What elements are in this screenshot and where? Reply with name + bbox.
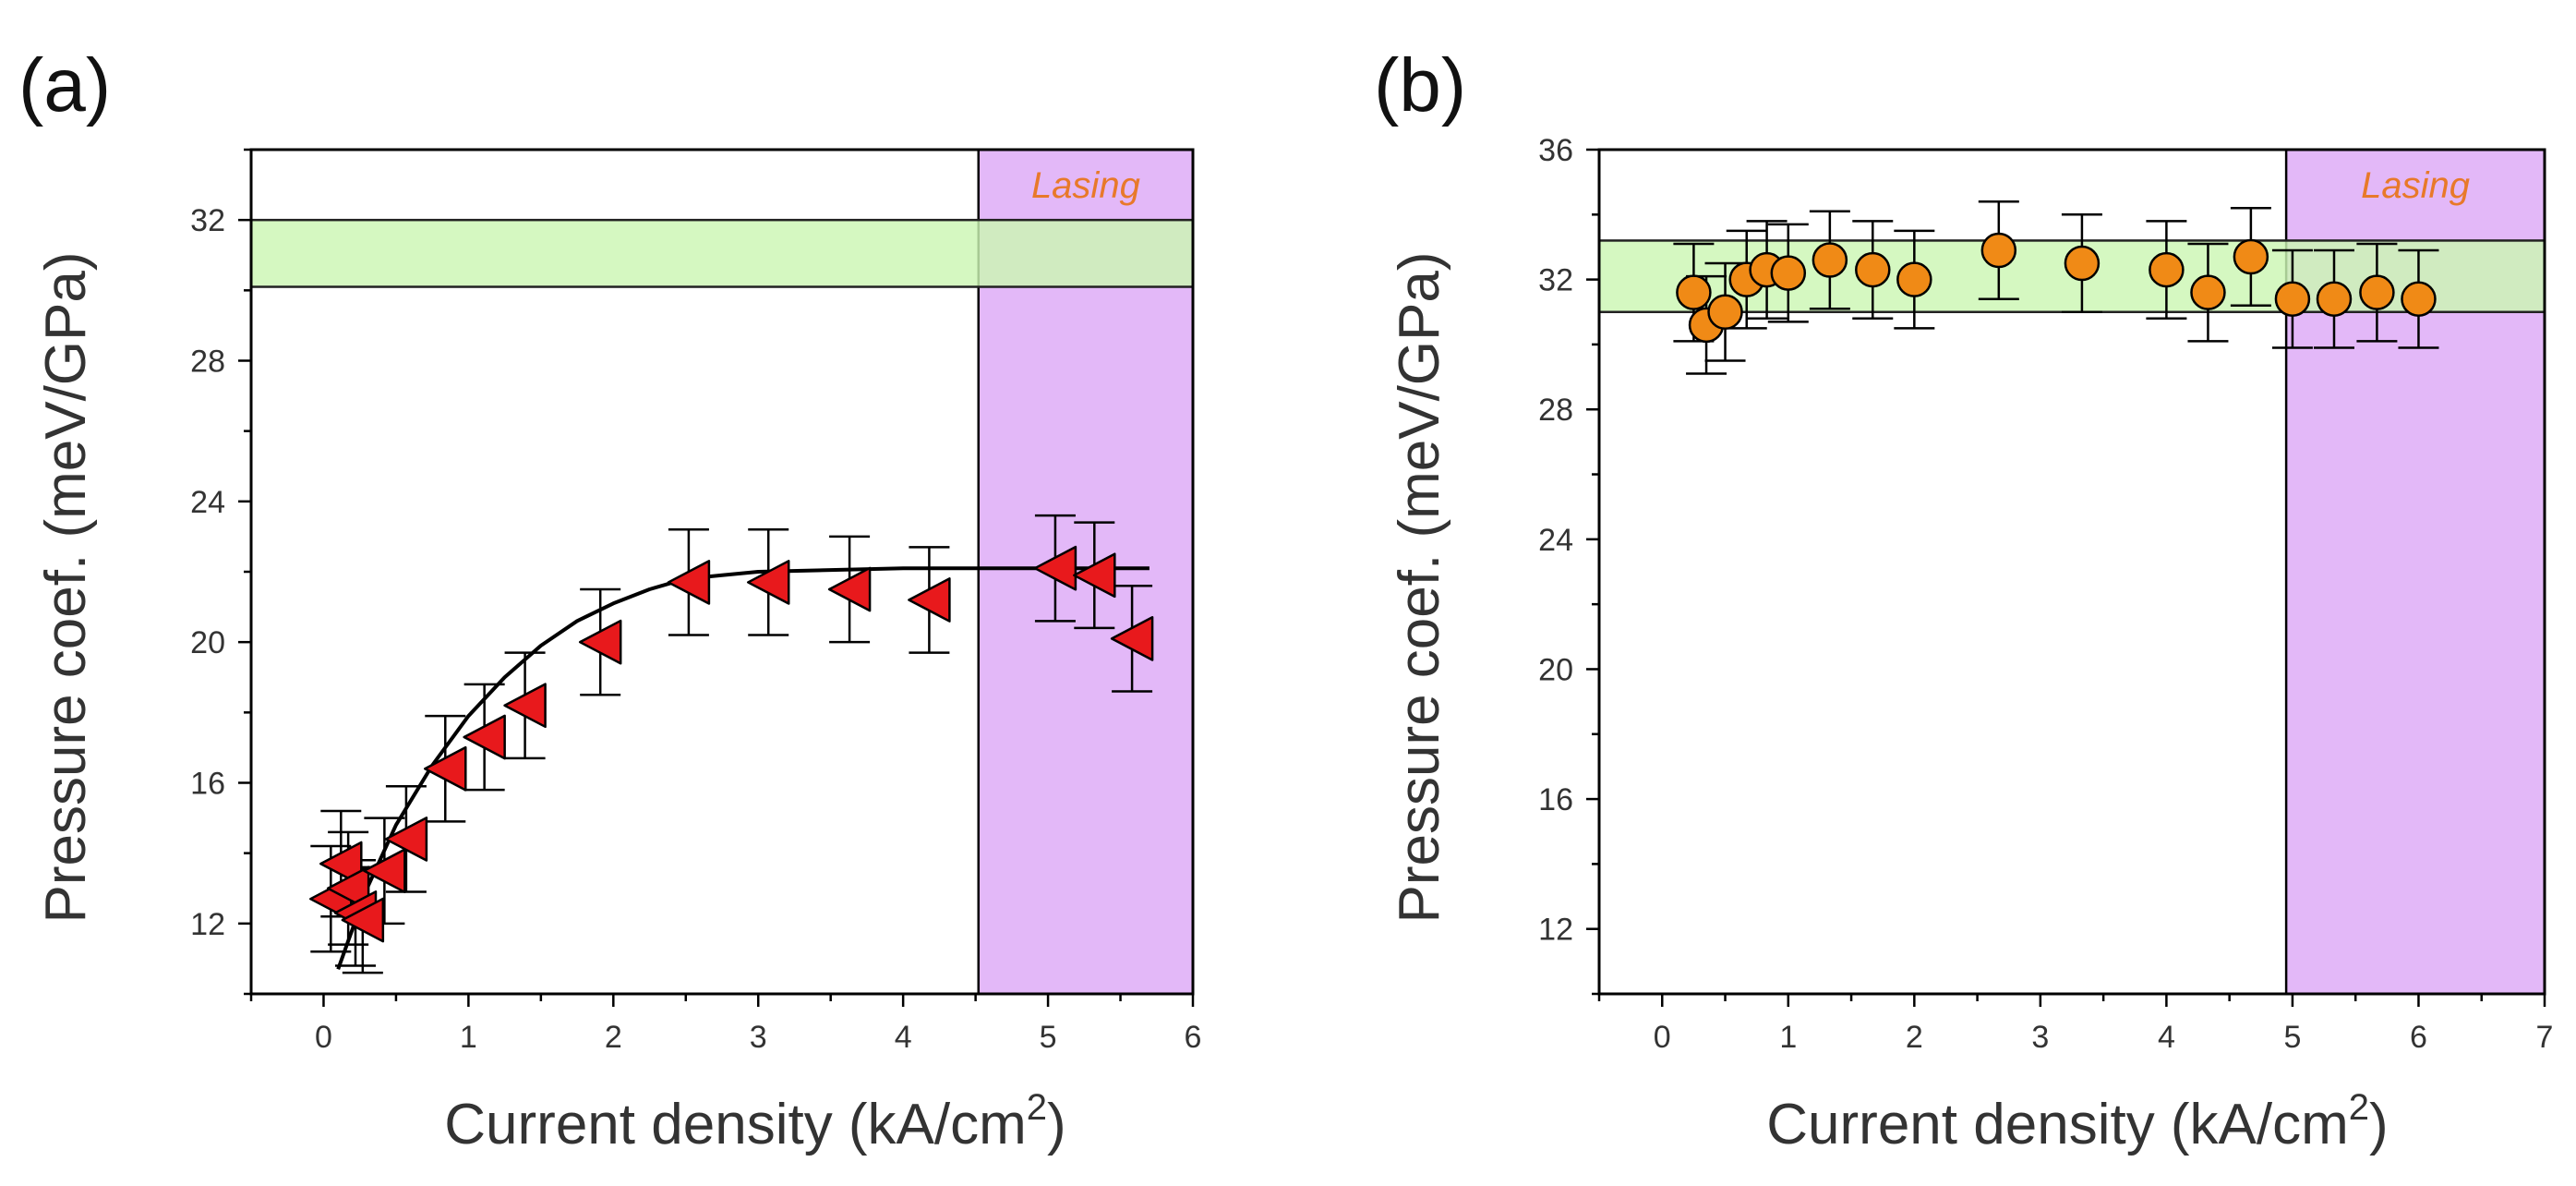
data-point-triangle — [503, 683, 547, 729]
y-tick-label: 16 — [1538, 782, 1573, 817]
data-point-triangle — [1073, 552, 1116, 599]
y-tick-label: 20 — [190, 625, 225, 660]
x-tick-label: 3 — [750, 1020, 767, 1055]
data-point-triangle — [326, 865, 370, 912]
x-tick-label: 0 — [315, 1020, 332, 1055]
x-ticks-a: 0 1 2 3 4 5 6 — [249, 994, 1202, 1055]
y-ticks-a: 12 16 20 24 28 32 — [190, 148, 251, 996]
y-tick-label: 24 — [1538, 523, 1573, 558]
x-tick-label: 1 — [1779, 1020, 1797, 1055]
data-point-circle — [2149, 251, 2185, 288]
y-tick-label: 32 — [1538, 263, 1573, 298]
reference-band-rect — [249, 218, 1195, 288]
lasing-label-b: Lasing — [2361, 165, 2470, 206]
data-point-circle — [1896, 261, 1932, 297]
data-point-circle — [2316, 281, 2353, 317]
data-point-circle — [2064, 245, 2101, 282]
x-tick-label: 5 — [1040, 1020, 1057, 1055]
data-point-circle — [1707, 294, 1743, 331]
x-tick-label: 6 — [2410, 1020, 2427, 1055]
data-point-triangle — [667, 560, 711, 605]
data-point-triangle — [746, 560, 790, 605]
x-tick-label: 1 — [460, 1020, 477, 1055]
data-point-circle — [1676, 274, 1712, 310]
data-point-circle — [1980, 232, 2017, 269]
x-axis-title-a: Current density (kA/cm2) — [444, 1087, 1065, 1156]
x-tick-label: 3 — [2031, 1020, 2049, 1055]
y-ticks-b: 12 16 20 24 28 32 36 — [1538, 133, 1599, 996]
y-axis-title-a: Pressure coef. (meV/GPa) — [34, 251, 98, 923]
y-tick-label: 28 — [190, 345, 225, 380]
x-tick-label: 5 — [2283, 1020, 2301, 1055]
plot-frame — [1597, 148, 2546, 996]
data-point-triangle — [424, 745, 467, 792]
panel-label-b: (b) — [1374, 43, 1466, 127]
data-point-circle — [2233, 238, 2269, 275]
y-tick-label: 32 — [190, 203, 225, 238]
y-tick-label: 28 — [1538, 393, 1573, 428]
x-tick-label: 2 — [1906, 1020, 1923, 1055]
data-points-a — [309, 545, 1154, 943]
reference-band-a — [249, 218, 1195, 288]
x-tick-label: 2 — [605, 1020, 622, 1055]
data-point-triangle — [319, 841, 363, 887]
y-tick-label: 12 — [190, 907, 225, 942]
lasing-label-a: Lasing — [1031, 165, 1140, 206]
data-point-triangle — [463, 714, 506, 760]
data-point-circle — [2274, 281, 2311, 317]
data-point-triangle — [363, 848, 406, 894]
data-point-triangle — [384, 817, 428, 862]
data-point-triangle — [341, 897, 385, 943]
data-point-triangle — [908, 577, 951, 623]
data-point-circle — [1812, 242, 1848, 278]
data-point-triangle — [1033, 545, 1077, 591]
x-tick-label: 7 — [2536, 1020, 2554, 1055]
data-point-circle — [2401, 281, 2437, 317]
data-point-circle — [2190, 274, 2226, 310]
data-point-triangle — [827, 566, 872, 612]
plot-frame-b — [1597, 148, 2546, 996]
data-point-circle — [1770, 255, 1807, 291]
data-point-circle — [2359, 274, 2395, 310]
x-axis-title-b: Current density (kA/cm2) — [1766, 1087, 2388, 1156]
x-ticks-b: 0 1 2 3 4 5 6 7 — [1597, 994, 2554, 1055]
data-point-circle — [1855, 251, 1891, 288]
x-tick-label: 6 — [1185, 1020, 1202, 1055]
y-tick-label: 20 — [1538, 652, 1573, 687]
data-point-triangle — [1110, 616, 1154, 661]
x-tick-label: 0 — [1654, 1020, 1671, 1055]
panel-label-a: (a) — [18, 43, 111, 127]
data-points-b — [1676, 232, 2437, 344]
x-tick-label: 4 — [895, 1020, 912, 1055]
y-tick-label: 36 — [1538, 133, 1573, 168]
data-point-triangle — [578, 619, 622, 665]
x-tick-label: 4 — [2158, 1020, 2175, 1055]
y-axis-title-b: Pressure coef. (meV/GPa) — [1388, 251, 1451, 923]
y-tick-label: 24 — [190, 485, 225, 520]
y-tick-label: 12 — [1538, 913, 1573, 948]
y-tick-label: 16 — [190, 767, 225, 802]
